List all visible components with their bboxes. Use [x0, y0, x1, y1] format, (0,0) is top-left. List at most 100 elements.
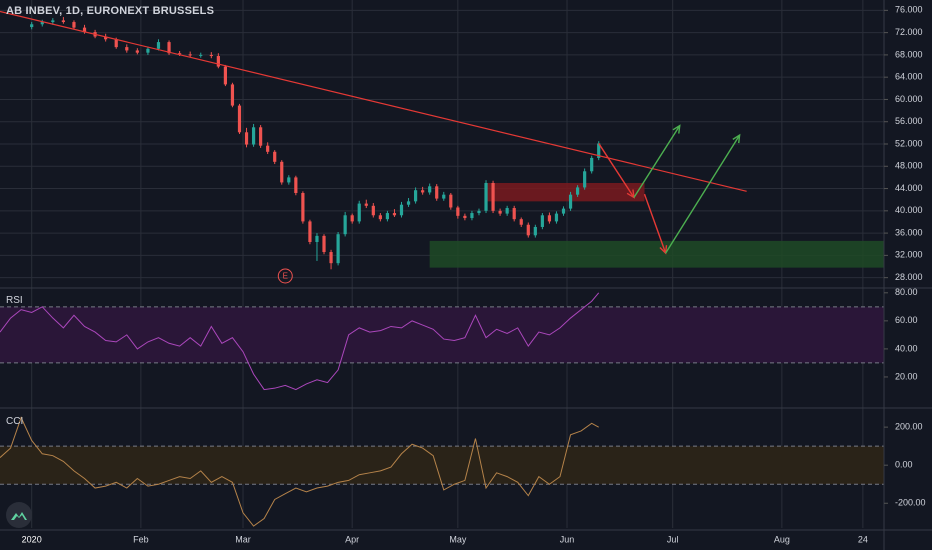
chart-title[interactable]: AB INBEV, 1D, EURONEXT BRUSSELS [6, 5, 215, 17]
candle-body [273, 151, 277, 162]
rsi-tick-label: 60.00 [895, 315, 918, 325]
candle-body [421, 190, 425, 193]
candle-body [315, 235, 319, 243]
candle-body [167, 42, 171, 54]
candle-body [308, 221, 312, 243]
candle-body [135, 50, 139, 53]
candle-body [449, 194, 453, 208]
candle-body [399, 204, 404, 216]
candle-body [561, 208, 566, 214]
y-tick-label: 72.000 [895, 27, 923, 37]
candle-body [463, 215, 467, 219]
candle-body [590, 157, 594, 172]
cci-line [0, 416, 599, 527]
candle-body [294, 177, 298, 194]
candle-body [156, 42, 161, 49]
candle-body [484, 182, 488, 211]
x-tick-label: Apr [345, 534, 359, 544]
candle-body [40, 22, 44, 25]
earnings-marker-label: E [283, 272, 288, 281]
candle-body [104, 36, 108, 40]
up-arrow-head[interactable] [732, 133, 741, 144]
tradingview-logo-icon[interactable] [6, 502, 32, 528]
cci-pane-label[interactable]: CCI [6, 416, 24, 427]
candle-body [188, 54, 192, 56]
cci-pane [0, 416, 884, 527]
up-arrow-head[interactable] [672, 124, 681, 134]
up-arrow-line[interactable] [665, 134, 741, 254]
candle-body [364, 203, 368, 206]
zones [429, 182, 884, 268]
candle-body [498, 210, 502, 214]
candle-body [287, 177, 291, 183]
candle-body [237, 105, 242, 133]
y-tick-label: 28.000 [895, 272, 923, 282]
candle-body [491, 182, 495, 211]
candle-body [216, 56, 220, 67]
x-tick-label: Feb [133, 534, 149, 544]
rsi-line [0, 292, 600, 391]
x-tick-label: 2020 [22, 534, 42, 544]
support-zone[interactable] [429, 240, 884, 268]
candle-body [568, 194, 573, 209]
y-tick-label: 36.000 [895, 227, 923, 237]
candle-body [209, 54, 213, 57]
candle-body [178, 53, 182, 55]
candle-body [406, 201, 411, 205]
candle-body [125, 47, 129, 51]
candle-body [322, 235, 326, 253]
candle-body [350, 215, 354, 222]
candle-body [301, 193, 305, 222]
y-tick-label: 48.000 [895, 161, 923, 171]
down-arrow-line[interactable] [598, 143, 635, 198]
candle-body [199, 54, 203, 56]
resistance-zone[interactable] [486, 182, 645, 202]
cci-tick-label: 0.00 [895, 460, 913, 470]
x-tick-label: 24 [858, 534, 868, 544]
x-tick-label: Jul [667, 534, 679, 544]
candle-body [470, 213, 474, 219]
trendline[interactable] [0, 10, 747, 192]
up-arrow-line[interactable] [633, 125, 681, 198]
candle-body [244, 132, 249, 145]
candle-body [357, 203, 361, 222]
rsi-pane [0, 292, 884, 391]
y-tick-label: 40.000 [895, 205, 923, 215]
candle-body [583, 171, 587, 188]
candle-body [223, 66, 228, 85]
cci-band [0, 446, 884, 485]
cci-tick-label: 200.00 [895, 422, 923, 432]
y-tick-label: 56.000 [895, 116, 923, 126]
candle-body [82, 27, 87, 33]
candle-body [266, 145, 270, 152]
y-tick-label: 76.000 [895, 5, 923, 15]
rsi-pane-label[interactable]: RSI [6, 295, 23, 306]
x-tick-label: Mar [235, 534, 251, 544]
candle-body [540, 215, 544, 227]
candle-body [230, 84, 235, 106]
candle-body [251, 127, 256, 145]
candle-body [477, 210, 481, 214]
candle-body [442, 194, 446, 199]
cci-tick-label: -200.00 [895, 498, 926, 508]
candle-body [526, 224, 530, 236]
candle-body [505, 208, 509, 214]
y-tick-label: 64.000 [895, 72, 923, 82]
candle-body [533, 226, 537, 236]
candle-body [30, 24, 34, 28]
down-arrow-line[interactable] [643, 193, 667, 254]
rsi-tick-label: 40.00 [895, 343, 918, 353]
candle-body [336, 234, 340, 264]
candle-body [343, 215, 347, 235]
candle-body [385, 213, 390, 220]
candle-body [114, 39, 118, 48]
candle-body [72, 22, 76, 28]
x-tick-label: May [449, 534, 467, 544]
candlestick-series [30, 17, 601, 270]
drawings[interactable]: E [0, 10, 747, 284]
candle-body [512, 208, 516, 220]
earnings-marker-icon[interactable] [277, 268, 293, 284]
candle-body [456, 207, 460, 216]
